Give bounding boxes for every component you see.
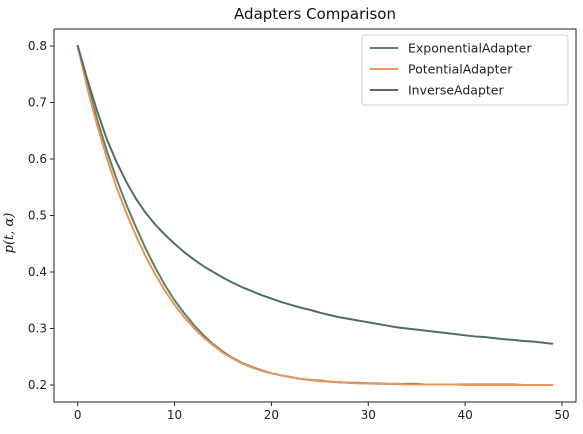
x-tick-label: 10 xyxy=(167,408,182,422)
ticks-layer: 0 10 20 30 40 50 0.2 0.3 0.4 0.5 0.6 0.7 0.8 xyxy=(28,39,570,422)
y-tick-label: 0.3 xyxy=(28,322,47,336)
series-line-potentialadapter xyxy=(76,44,554,387)
legend-entry-label: ExponentialAdapter xyxy=(408,41,532,56)
y-tick-label: 0.6 xyxy=(28,152,47,166)
x-tick-label: 30 xyxy=(361,408,376,422)
series-line-inverseadapter xyxy=(76,44,554,345)
chart-title: Adapters Comparison xyxy=(234,5,396,23)
y-tick-label: 0.2 xyxy=(28,378,47,392)
legend-entry-label: InverseAdapter xyxy=(408,83,504,98)
legend-entry-label: PotentialAdapter xyxy=(408,62,513,77)
y-tick-label: 0.5 xyxy=(28,209,47,223)
series-layer xyxy=(76,44,554,387)
y-tick-label: 0.4 xyxy=(28,265,47,279)
x-tick-label: 40 xyxy=(457,408,472,422)
y-tick-label: 0.8 xyxy=(28,39,47,53)
legend-box xyxy=(361,34,569,106)
x-tick-label: 0 xyxy=(74,408,82,422)
y-axis-label: p(t, α) xyxy=(2,213,17,254)
legend: ExponentialAdapter PotentialAdapter Invers… xyxy=(361,34,569,106)
x-tick-label: 50 xyxy=(554,408,569,422)
x-tick-label: 20 xyxy=(264,408,279,422)
y-tick-label: 0.7 xyxy=(28,95,47,109)
